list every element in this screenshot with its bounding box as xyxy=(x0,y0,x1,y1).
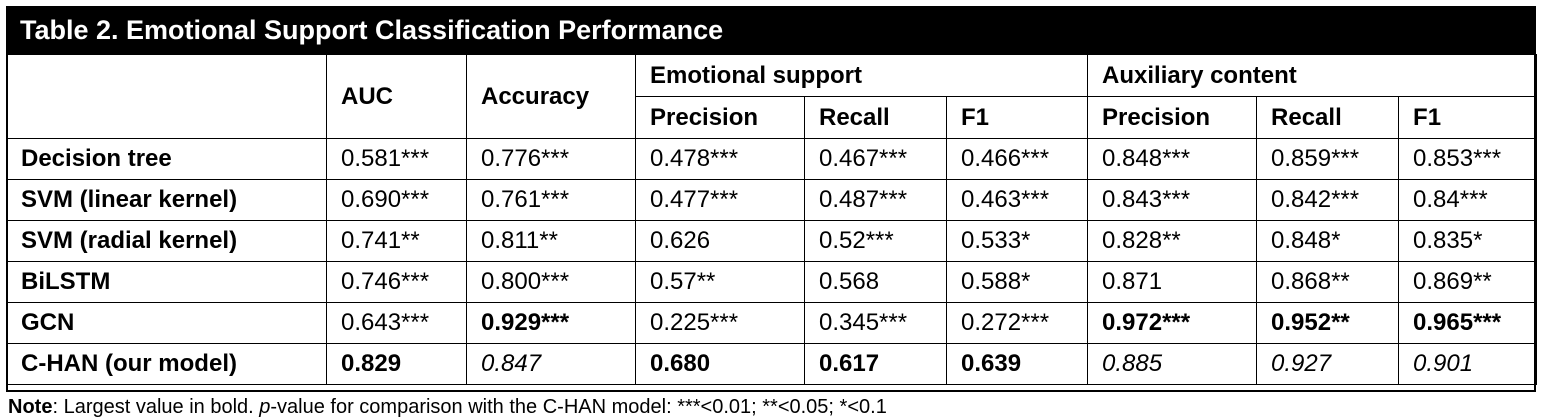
table-body: Decision tree 0.581*** 0.776*** 0.478*** 0.4… xyxy=(6,138,1538,385)
table-row: Decision tree 0.581*** 0.776*** 0.478*** 0.4… xyxy=(6,138,1538,180)
corner-cell xyxy=(6,54,327,139)
table-cell: 0.761*** xyxy=(466,179,636,221)
table-cell: 0.466*** xyxy=(945,138,1089,180)
table-cell: 0.617 xyxy=(804,343,947,385)
table-cell: 0.581*** xyxy=(326,138,467,180)
table-cell: 0.927 xyxy=(1256,343,1400,385)
table-title: Table 2. Emotional Support Classificatio… xyxy=(6,6,1536,54)
table-cell: 0.835* xyxy=(1398,220,1538,262)
header-emotional-f1: F1 xyxy=(945,96,1089,139)
table-cell: 0.842*** xyxy=(1256,179,1400,221)
table-cell: 0.52*** xyxy=(804,220,947,262)
table-cell: 0.965*** xyxy=(1398,302,1538,344)
table-row: SVM (linear kernel) 0.690*** 0.761*** 0.477… xyxy=(6,179,1538,221)
table-cell: 0.639 xyxy=(945,343,1089,385)
header-emotional-precision: Precision xyxy=(635,96,805,139)
table-cell: 0.829 xyxy=(326,343,467,385)
table-cell: 0.776*** xyxy=(466,138,636,180)
header-auxiliary-precision: Precision xyxy=(1087,96,1258,139)
header-emotional-recall: Recall xyxy=(804,96,947,139)
table-cell: 0.345*** xyxy=(804,302,947,344)
table-cell: 0.828** xyxy=(1087,220,1258,262)
header-group-auxiliary-content: Auxiliary content xyxy=(1087,54,1538,97)
note-text-1: : Largest value in bold. xyxy=(52,396,260,418)
table-note: Note: Largest value in bold. p-value for… xyxy=(8,394,887,420)
table-cell: 0.626 xyxy=(635,220,805,262)
table-cell: 0.853*** xyxy=(1398,138,1538,180)
table-cell: 0.467*** xyxy=(804,138,947,180)
table-cell: 0.847 xyxy=(466,343,636,385)
table-cell: 0.680 xyxy=(635,343,805,385)
table-cell: 0.57** xyxy=(635,261,805,303)
table-cell: 0.487*** xyxy=(804,179,947,221)
note-p-symbol: p xyxy=(259,396,271,418)
table-cell: 0.568 xyxy=(804,261,947,303)
table-cell: 0.741** xyxy=(326,220,467,262)
table-row: SVM (radial kernel) 0.741** 0.811** 0.626 0.… xyxy=(6,220,1538,262)
table-cell: 0.84*** xyxy=(1398,179,1538,221)
table-cell: 0.588* xyxy=(945,261,1089,303)
row-label: BiLSTM xyxy=(6,261,327,303)
table-cell: 0.885 xyxy=(1087,343,1258,385)
row-label: GCN xyxy=(6,302,327,344)
row-label: Decision tree xyxy=(6,138,327,180)
table-cell: 0.478*** xyxy=(635,138,805,180)
table-cell: 0.848* xyxy=(1256,220,1400,262)
table-cell: 0.225*** xyxy=(635,302,805,344)
table-cell: 0.972*** xyxy=(1087,302,1258,344)
note-label: Note xyxy=(8,396,53,418)
table-row: GCN 0.643*** 0.929*** 0.225*** 0.345*** 0.272… xyxy=(6,302,1538,344)
table-cell: 0.929*** xyxy=(466,302,636,344)
table-row: BiLSTM 0.746*** 0.800*** 0.57** 0.568 0.588* 0… xyxy=(6,261,1538,303)
table-cell: 0.800*** xyxy=(466,261,636,303)
table-cell: 0.690*** xyxy=(326,179,467,221)
performance-table: AUC Accuracy Emotional support Auxiliary… xyxy=(6,54,1538,385)
table-cell: 0.477*** xyxy=(635,179,805,221)
table-row: C-HAN (our model) 0.829 0.847 0.680 0.617 0.6… xyxy=(6,343,1538,385)
table-cell: 0.843*** xyxy=(1087,179,1258,221)
table-cell: 0.272*** xyxy=(945,302,1089,344)
row-label: SVM (radial kernel) xyxy=(6,220,327,262)
table-cell: 0.463*** xyxy=(945,179,1089,221)
table-cell: 0.871 xyxy=(1087,261,1258,303)
header-group-emotional-support: Emotional support xyxy=(634,54,1089,97)
table-cell: 0.848*** xyxy=(1087,138,1258,180)
note-text-2: -value for comparison with the C-HAN mod… xyxy=(270,396,887,418)
table-cell: 0.533* xyxy=(945,220,1089,262)
table-cell: 0.869** xyxy=(1398,261,1538,303)
table-cell: 0.868** xyxy=(1256,261,1400,303)
row-label: C-HAN (our model) xyxy=(6,343,327,385)
row-label: SVM (linear kernel) xyxy=(6,179,327,221)
table-cell: 0.746*** xyxy=(326,261,467,303)
table-cell: 0.643*** xyxy=(326,302,467,344)
table-cell: 0.859*** xyxy=(1256,138,1400,180)
table-cell: 0.901 xyxy=(1398,343,1538,385)
table-cell: 0.811** xyxy=(466,220,636,262)
header-auc: AUC xyxy=(326,54,467,139)
header-accuracy: Accuracy xyxy=(466,54,636,139)
table-cell: 0.952** xyxy=(1256,302,1400,344)
header-auxiliary-f1: F1 xyxy=(1398,96,1538,139)
header-auxiliary-recall: Recall xyxy=(1256,96,1400,139)
